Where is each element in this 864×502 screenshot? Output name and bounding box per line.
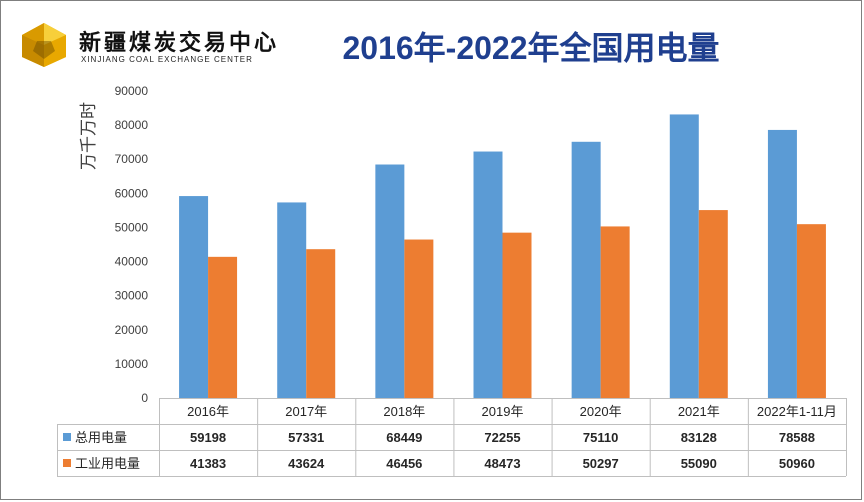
y-tick-label: 70000 bbox=[115, 152, 149, 166]
y-tick-label: 60000 bbox=[115, 186, 149, 200]
x-tick-label: 2017年 bbox=[285, 404, 327, 419]
bar-total bbox=[179, 196, 209, 398]
x-tick-label: 2020年 bbox=[580, 404, 622, 419]
y-tick-label: 10000 bbox=[115, 357, 149, 371]
legend-label: 工业用电量 bbox=[75, 456, 140, 471]
bar-total bbox=[571, 141, 601, 398]
bar-total bbox=[277, 202, 307, 398]
x-tick-label: 2022年1-11月 bbox=[757, 404, 837, 419]
legend-label: 总用电量 bbox=[75, 430, 127, 445]
chart-title: 2016年-2022年全国用电量 bbox=[342, 30, 720, 66]
x-tick-label: 2016年 bbox=[187, 404, 229, 419]
x-tick-label: 2019年 bbox=[482, 404, 524, 419]
data-label: 75110 bbox=[583, 430, 618, 445]
bar-industrial bbox=[208, 256, 238, 398]
data-label: 83128 bbox=[681, 430, 717, 445]
y-axis-label: 万千万时 bbox=[79, 102, 98, 170]
bar-industrial bbox=[796, 224, 826, 398]
y-tick-label: 40000 bbox=[115, 255, 149, 269]
bar-total bbox=[375, 164, 405, 398]
y-tick-label: 90000 bbox=[115, 84, 149, 98]
bar-total bbox=[669, 114, 699, 398]
data-label: 41383 bbox=[190, 456, 226, 471]
x-tick-label: 2018年 bbox=[383, 404, 425, 419]
data-label: 59198 bbox=[190, 430, 226, 445]
logo-english-text: XINJIANG COAL EXCHANGE CENTER bbox=[81, 55, 253, 64]
data-label: 43624 bbox=[288, 456, 325, 471]
data-label: 68449 bbox=[386, 430, 422, 445]
logo: 新疆煤炭交易中心 XINJIANG COAL EXCHANGE CENTER bbox=[19, 21, 279, 69]
x-tick-label: 2021年 bbox=[678, 404, 720, 419]
data-label: 78588 bbox=[779, 430, 815, 445]
data-label: 72255 bbox=[484, 430, 520, 445]
y-tick-label: 50000 bbox=[115, 220, 149, 234]
logo-emblem-icon bbox=[22, 23, 66, 67]
y-tick-label: 20000 bbox=[115, 323, 149, 337]
legend-swatch bbox=[63, 459, 71, 467]
y-tick-label: 80000 bbox=[115, 118, 149, 132]
bar-industrial bbox=[502, 232, 532, 398]
bar-industrial bbox=[306, 249, 336, 398]
y-tick-label: 0 bbox=[141, 391, 148, 405]
bar-total bbox=[473, 151, 503, 398]
data-label: 48473 bbox=[484, 456, 520, 471]
bar-industrial bbox=[600, 226, 630, 398]
data-label: 50960 bbox=[779, 456, 815, 471]
legend-swatch bbox=[63, 433, 71, 441]
bar-total bbox=[767, 129, 797, 398]
bar-industrial bbox=[698, 210, 728, 398]
data-label: 50297 bbox=[583, 456, 619, 471]
logo-chinese-text: 新疆煤炭交易中心 bbox=[79, 30, 280, 56]
y-tick-label: 30000 bbox=[115, 289, 149, 303]
data-label: 46456 bbox=[386, 456, 422, 471]
data-label: 55090 bbox=[681, 456, 717, 471]
data-label: 57331 bbox=[288, 430, 324, 445]
bar-industrial bbox=[404, 239, 434, 398]
